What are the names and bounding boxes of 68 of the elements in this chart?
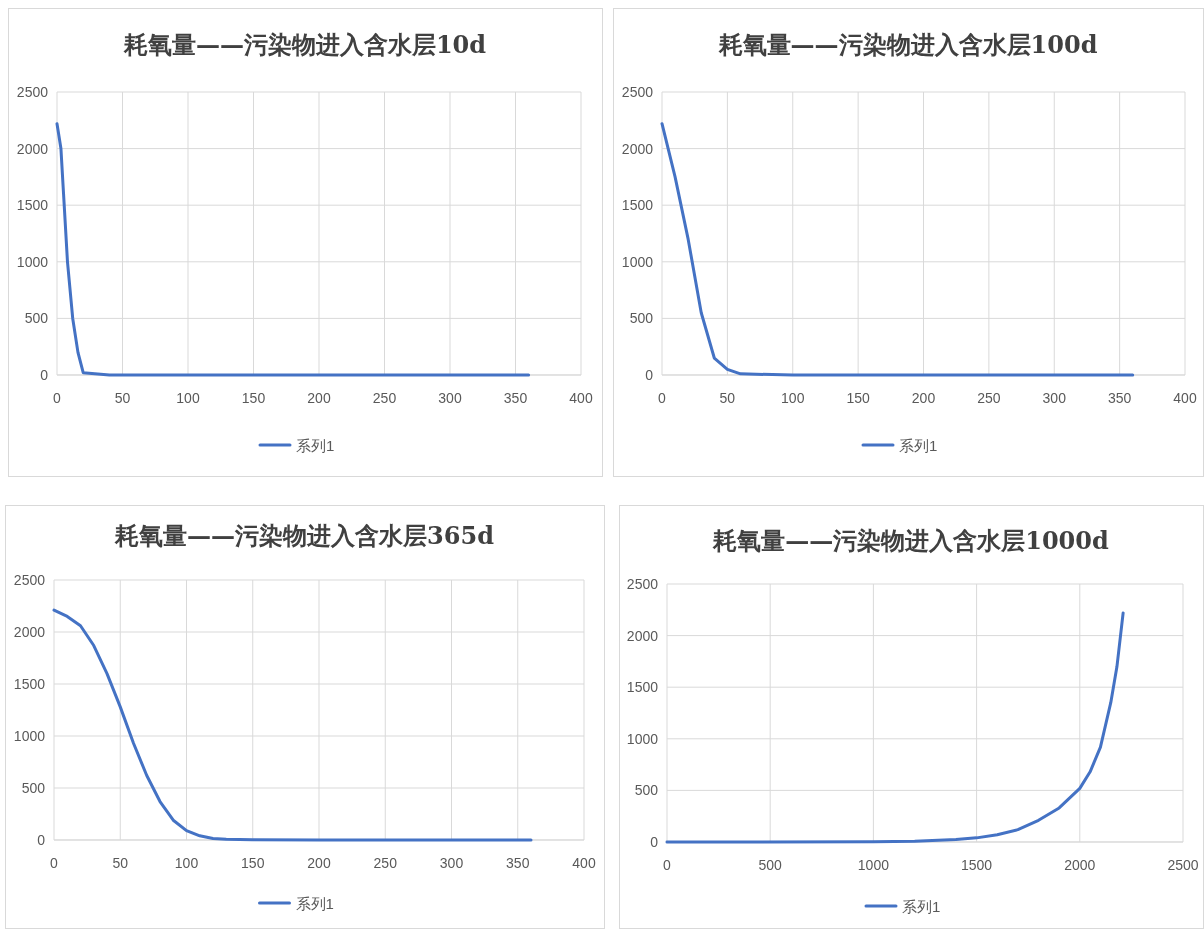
- x-tick-label: 400: [572, 855, 596, 871]
- x-tick-label: 350: [1107, 390, 1132, 406]
- y-tick-label: 500: [629, 310, 654, 327]
- x-tick-label: 100: [174, 855, 199, 871]
- chart-title: 耗氧量——污染物进入含水层10d: [122, 30, 487, 59]
- x-tick-label: 1500: [961, 857, 993, 873]
- y-tick-label: 0: [650, 834, 659, 850]
- x-tick-label: 250: [977, 390, 1001, 406]
- x-tick-label: 0: [663, 857, 672, 873]
- y-tick-label: 2000: [16, 140, 49, 157]
- x-tick-label: 250: [372, 390, 397, 406]
- line-series: [665, 611, 1125, 844]
- y-tick-label: 1000: [621, 253, 654, 270]
- y-tick-label: 0: [645, 367, 654, 383]
- x-tick-label: 150: [241, 855, 265, 871]
- y-tick-label: 500: [634, 782, 659, 799]
- chart-title: 耗氧量——污染物进入含水层365d: [114, 521, 495, 550]
- y-tick-label: 0: [37, 832, 46, 848]
- x-tick-label: 50: [114, 390, 131, 406]
- x-tick-label: 50: [719, 390, 736, 406]
- line-series: [52, 608, 533, 842]
- x-tick-label: 200: [911, 390, 936, 406]
- x-tick-label: 0: [50, 855, 59, 871]
- x-tick-label: 250: [373, 855, 398, 871]
- legend-label: 系列1: [295, 895, 334, 912]
- y-tick-label: 1500: [13, 676, 46, 692]
- x-tick-label: 150: [846, 390, 871, 406]
- x-tick-label: 2000: [1064, 857, 1096, 873]
- legend-label: 系列1: [899, 437, 938, 454]
- y-tick-label: 1500: [626, 679, 659, 696]
- x-tick-label: 150: [241, 390, 266, 406]
- x-tick-label: 350: [506, 855, 530, 871]
- x-tick-label: 400: [569, 390, 593, 406]
- y-tick-label: 2500: [13, 572, 46, 588]
- x-tick-label: 50: [112, 855, 129, 871]
- y-tick-label: 1000: [626, 730, 659, 747]
- y-tick-label: 2000: [626, 627, 659, 644]
- x-tick-label: 0: [53, 390, 62, 406]
- x-tick-label: 400: [1173, 390, 1197, 406]
- x-tick-label: 300: [1042, 390, 1067, 406]
- legend-label: 系列1: [296, 437, 335, 454]
- x-tick-label: 100: [176, 390, 200, 406]
- chart-title: 耗氧量——污染物进入含水层100d: [717, 30, 1098, 59]
- x-tick-label: 2500: [1167, 857, 1199, 873]
- y-tick-label: 1500: [621, 197, 654, 214]
- y-tick-label: 2500: [621, 84, 654, 100]
- x-tick-label: 500: [758, 857, 783, 873]
- y-tick-label: 2000: [13, 624, 46, 640]
- y-tick-label: 1500: [16, 197, 49, 214]
- line-series: [660, 122, 1135, 377]
- y-tick-label: 2500: [16, 84, 49, 100]
- y-tick-label: 500: [24, 310, 49, 327]
- x-tick-label: 200: [307, 855, 331, 871]
- line-series: [55, 122, 531, 377]
- x-tick-label: 100: [781, 390, 805, 406]
- x-tick-label: 200: [307, 390, 331, 406]
- chart-title: 耗氧量——污染物进入含水层1000d: [712, 526, 1110, 555]
- x-tick-label: 350: [503, 390, 528, 406]
- y-tick-label: 2000: [621, 140, 654, 157]
- x-tick-label: 300: [438, 390, 462, 406]
- y-tick-label: 1000: [16, 253, 49, 270]
- legend-label: 系列1: [902, 898, 941, 915]
- y-tick-label: 1000: [13, 728, 46, 744]
- x-tick-label: 300: [439, 855, 464, 871]
- y-tick-label: 0: [40, 367, 49, 383]
- y-tick-label: 2500: [626, 576, 659, 592]
- y-tick-label: 500: [21, 780, 46, 796]
- x-tick-label: 1000: [857, 857, 890, 873]
